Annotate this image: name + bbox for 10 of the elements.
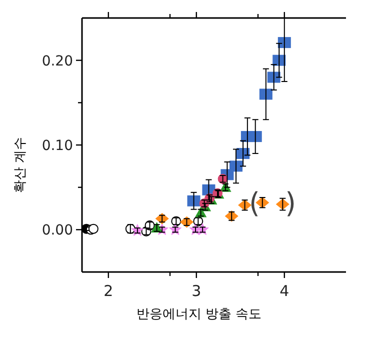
x-axis-title: 반응에너지 방출 속도 <box>136 307 262 322</box>
y-tick-label: 0.20 <box>42 53 73 70</box>
annotation: ) <box>285 186 296 220</box>
x-tick-label: 2 <box>104 282 114 300</box>
y-tick-label: 0.00 <box>42 222 73 239</box>
x-tick-label: 3 <box>192 282 202 300</box>
annotation: ( <box>249 186 260 220</box>
x-tick-label: 4 <box>280 282 290 300</box>
y-axis-title: 확산 계수 <box>13 136 28 194</box>
y-tick-label: 0.10 <box>42 138 73 154</box>
